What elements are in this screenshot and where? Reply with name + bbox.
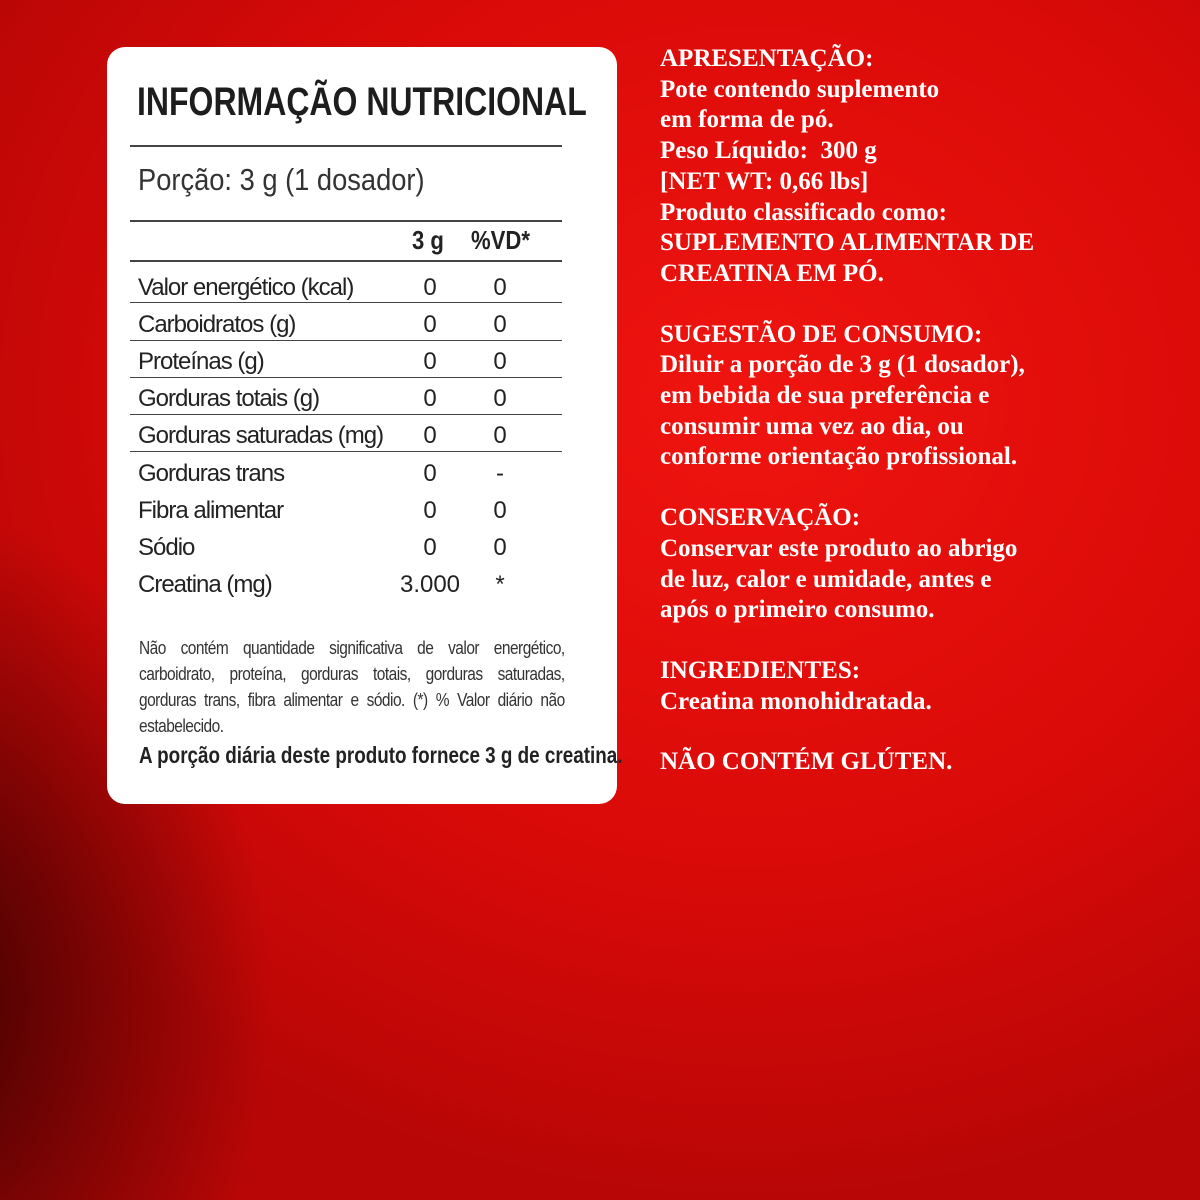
text-line: de luz, calor e umidade, antes e — [660, 565, 992, 593]
nutrient-amount: 0 — [423, 385, 437, 413]
nutrient-amount: 0 — [423, 496, 437, 524]
nutrient-amount: 0 — [423, 459, 437, 487]
section-heading: CONSERVAÇÃO: — [660, 504, 861, 532]
text-line: [NET WT: 0,66 lbs] — [660, 167, 869, 195]
nutrient-amount: 0 — [423, 311, 437, 339]
text-line: SUPLEMENTO ALIMENTAR DE — [660, 229, 1035, 257]
nutrient-row: Gorduras saturadas (mg) 0 0 — [138, 417, 578, 454]
nutrient-amount: 0 — [423, 422, 437, 450]
nutrient-row: Gorduras totais (g) 0 0 — [138, 380, 578, 417]
text-line: CREATINA EM PÓ. — [660, 259, 884, 287]
nutrient-row: Sódio 0 0 — [138, 529, 578, 566]
nutrient-amount: 0 — [423, 348, 437, 376]
nutrient-name: Fibra alimentar — [138, 496, 284, 524]
nutrient-name: Gorduras saturadas (mg) — [138, 422, 384, 450]
nutrient-vd: 0 — [493, 274, 507, 301]
section-sugestao: SUGESTÃO DE CONSUMO: Diluir a porção de … — [660, 320, 1034, 474]
text-line: Pote contendo suplemento — [660, 75, 940, 103]
text-line: Creatina monohidratada. — [660, 687, 932, 715]
divider — [130, 414, 562, 415]
nutrient-row: Valor energético (kcal) 0 0 — [138, 269, 578, 306]
nutrition-title: INFORMAÇÃO NUTRICIONAL — [137, 80, 587, 124]
divider — [130, 145, 562, 147]
nutrient-vd: - — [496, 459, 504, 487]
divider — [130, 260, 562, 262]
divider — [130, 340, 562, 341]
nutrient-vd: 0 — [493, 348, 507, 376]
nutrient-amount: 0 — [423, 274, 437, 301]
footnote: Não contém quantidade significativa de v… — [139, 638, 565, 736]
portion-size: Porção: 3 g (1 dosador) — [138, 162, 425, 197]
section-heading: APRESENTAÇÃO: — [660, 45, 874, 72]
nutrient-name: Valor energético (kcal) — [138, 274, 354, 301]
nutrient-name: Proteínas (g) — [138, 348, 265, 376]
nutrient-row: Fibra alimentar 0 0 — [138, 492, 578, 529]
text-line: em forma de pó. — [660, 106, 834, 134]
nutrient-vd: 0 — [493, 533, 507, 561]
text-line: Peso Líquido: 300 g — [660, 137, 877, 165]
divider — [130, 220, 562, 222]
gluten-statement: NÃO CONTÉM GLÚTEN. — [660, 748, 953, 776]
nutrient-amount: 3.000 — [399, 570, 461, 598]
nutrient-name: Gorduras totais (g) — [138, 385, 320, 413]
nutrient-name: Creatina (mg) — [138, 570, 273, 598]
text-line: Diluir a porção de 3 g (1 dosador), — [660, 351, 1025, 379]
nutrient-vd: 0 — [493, 496, 507, 524]
nutrient-row: Proteínas (g) 0 0 — [138, 343, 578, 380]
nutrient-row: Creatina (mg) 3.000 * — [138, 566, 578, 603]
text-line: consumir uma vez ao dia, ou — [660, 412, 964, 440]
section-heading: INGREDIENTES: — [660, 656, 861, 684]
text-line: Produto classificado como: — [660, 198, 948, 226]
nutrient-vd: 0 — [493, 311, 507, 339]
section-ingredientes: INGREDIENTES: Creatina monohidratada. — [660, 656, 1034, 717]
nutrient-vd: 0 — [493, 422, 507, 450]
product-info: APRESENTAÇÃO: Pote contendo suplemento e… — [660, 44, 1034, 778]
column-header-amount: 3 g — [412, 225, 444, 255]
nutrient-row: Carboidratos (g) 0 0 — [138, 306, 578, 343]
column-header-vd: %VD* — [471, 225, 530, 255]
daily-portion-statement: A porção diária deste produto fornece 3 … — [139, 742, 623, 768]
text-line: em bebida de sua preferência e — [660, 382, 990, 410]
nutrient-name: Sódio — [138, 533, 195, 561]
divider — [130, 377, 562, 378]
nutrient-row: Gorduras trans 0 - — [138, 455, 578, 492]
section-heading: SUGESTÃO DE CONSUMO: — [660, 320, 983, 348]
section-apresentacao: APRESENTAÇÃO: Pote contendo suplemento e… — [660, 44, 1034, 290]
section-conservacao: CONSERVAÇÃO: Conservar este produto ao a… — [660, 503, 1034, 626]
nutrient-amount: 0 — [423, 533, 437, 561]
nutrient-vd: 0 — [493, 385, 507, 413]
text-line: após o primeiro consumo. — [660, 596, 935, 624]
nutrition-facts-card: INFORMAÇÃO NUTRICIONAL Porção: 3 g (1 do… — [107, 47, 622, 804]
nutrient-vd: * — [495, 570, 505, 598]
text-line: Conservar este produto ao abrigo — [660, 534, 1018, 562]
nutrient-name: Gorduras trans — [138, 459, 285, 487]
divider — [130, 302, 562, 303]
nutrient-name: Carboidratos (g) — [138, 311, 296, 339]
text-line: conforme orientação profissional. — [660, 443, 1018, 471]
divider — [130, 451, 562, 452]
